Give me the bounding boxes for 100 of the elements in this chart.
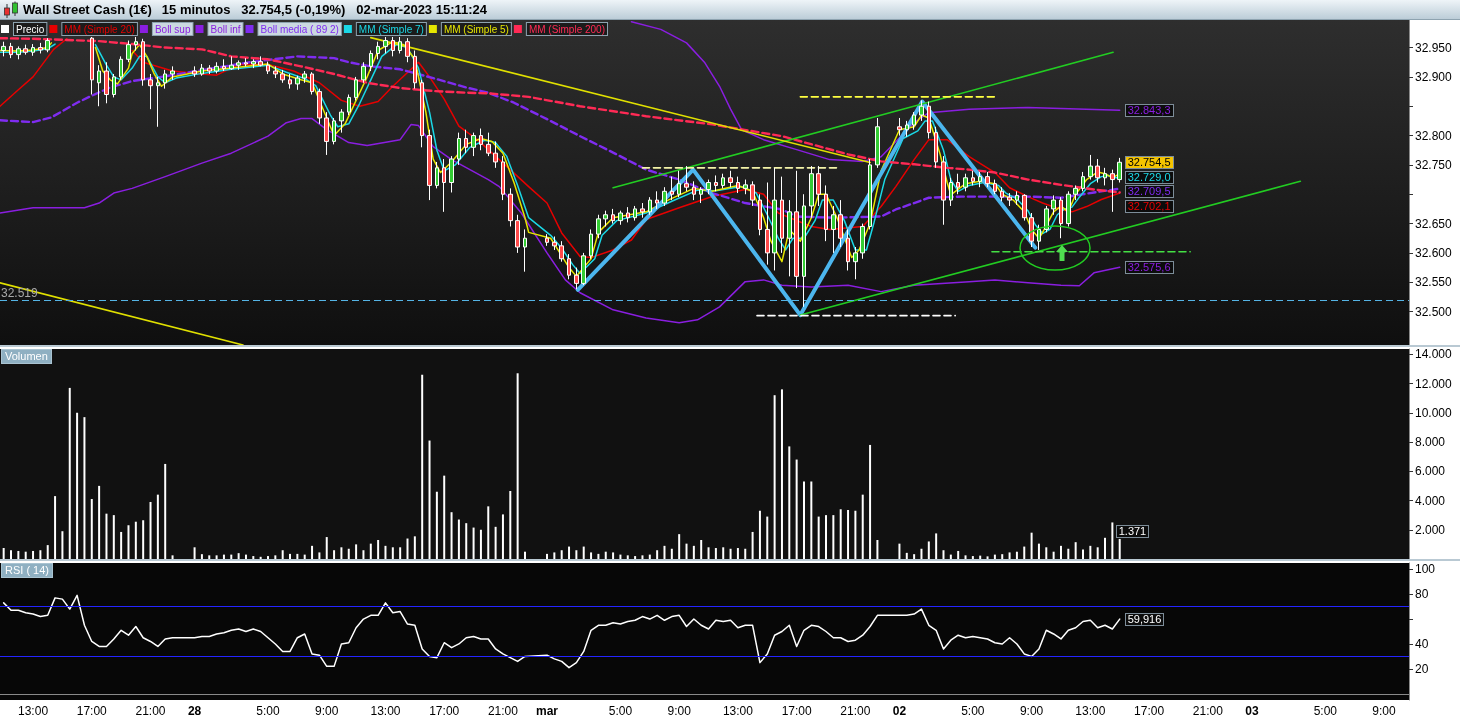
- y-tick-label: 32.600: [1415, 245, 1453, 260]
- candlestick: [501, 155, 505, 201]
- bar: [112, 515, 115, 559]
- bar: [905, 552, 908, 559]
- candlestick: [508, 187, 513, 227]
- x-tick-label: 28: [187, 704, 202, 718]
- bar: [509, 491, 512, 559]
- bar: [854, 510, 857, 559]
- bar: [24, 551, 27, 559]
- candlestick: [295, 75, 300, 91]
- bar: [83, 417, 86, 559]
- series-label: Precio: [16, 23, 45, 35]
- bar: [391, 547, 394, 559]
- candlestick: [750, 180, 755, 207]
- bar: [149, 501, 152, 559]
- bar: [494, 526, 497, 559]
- bar: [1096, 547, 1099, 559]
- candlestick: [222, 58, 226, 72]
- bar: [641, 555, 644, 559]
- x-tick-label: 17:00: [781, 704, 812, 718]
- candlestick: [104, 61, 109, 104]
- annotation: 32.754,5: [1124, 155, 1174, 169]
- bar: [766, 516, 769, 559]
- candlestick: [1051, 194, 1056, 216]
- x-tick-label: 21:00: [135, 704, 166, 718]
- candlestick: [442, 158, 446, 213]
- y-tick-label: 6.000: [1415, 464, 1446, 479]
- chart-title: RSI ( 14): [1, 563, 54, 578]
- y-tick-label: 80: [1415, 587, 1429, 602]
- bar: [237, 553, 240, 559]
- candlestick: [596, 214, 601, 239]
- candlestick: [126, 40, 131, 63]
- x-tick-label: 5:00: [961, 704, 985, 718]
- candlestick: [471, 132, 476, 157]
- bar: [142, 520, 145, 559]
- candlestick: [413, 50, 417, 90]
- bar: [744, 548, 747, 559]
- candlestick: [721, 173, 725, 189]
- bar: [913, 554, 916, 559]
- candlestick: [677, 170, 681, 198]
- bar: [714, 548, 717, 559]
- bar: [17, 550, 20, 559]
- x-tick-label: 5:00: [608, 704, 633, 718]
- bar: [957, 550, 960, 559]
- bar: [32, 550, 35, 559]
- candlestick: [626, 206, 630, 223]
- candlestick: [90, 36, 94, 95]
- bar: [333, 550, 336, 559]
- candlestick: [772, 167, 777, 271]
- bar: [795, 459, 798, 559]
- bar: [472, 527, 475, 559]
- candlestick: [552, 235, 557, 251]
- candlestick: [141, 38, 145, 87]
- candlestick: [258, 55, 263, 67]
- bar: [802, 481, 805, 559]
- candlestick: [1066, 190, 1071, 227]
- candlestick: [38, 42, 43, 54]
- x-tick-label: 03: [1245, 704, 1259, 718]
- x-tick-label: mar: [536, 704, 559, 718]
- y-tick-label: 40: [1415, 636, 1429, 651]
- chart-title: Wall Street Cash (1€): [23, 2, 152, 17]
- bar: [935, 533, 938, 559]
- candlestick: [794, 170, 799, 289]
- x-tick-label: 13:00: [1075, 704, 1106, 718]
- bar: [1059, 545, 1062, 559]
- candlestick: [479, 128, 483, 151]
- bar: [1015, 551, 1018, 559]
- bar: [869, 444, 872, 559]
- candlestick: [934, 126, 938, 169]
- bar: [259, 556, 262, 559]
- candlestick: [956, 173, 960, 195]
- candlestick: [148, 73, 153, 110]
- legend-label: MM (Simple 7): [358, 23, 424, 35]
- candlestick: [347, 94, 351, 116]
- x-tick-label: 17:00: [1134, 704, 1165, 718]
- bar: [369, 543, 372, 559]
- bar: [847, 510, 850, 559]
- bar: [516, 373, 519, 559]
- candlestick: [765, 182, 770, 266]
- bar: [413, 536, 416, 559]
- candlestick: [310, 71, 314, 95]
- candlestick: [435, 161, 439, 189]
- bar: [274, 555, 277, 559]
- bar: [435, 491, 438, 559]
- annotation: 1.371: [1115, 524, 1150, 538]
- candlestick: [809, 165, 814, 219]
- bar: [1030, 532, 1033, 559]
- bar: [604, 551, 607, 559]
- candlestick: [1, 41, 6, 57]
- bar: [362, 550, 365, 559]
- candlestick: [214, 61, 219, 74]
- candlestick: [200, 63, 204, 77]
- y-tick-label: 12.000: [1415, 376, 1453, 391]
- bar: [39, 550, 42, 559]
- bar: [384, 545, 387, 559]
- bar: [523, 551, 526, 559]
- candlestick: [802, 193, 806, 308]
- bar: [1001, 554, 1004, 559]
- bar: [325, 537, 328, 559]
- candlestick: [860, 223, 865, 260]
